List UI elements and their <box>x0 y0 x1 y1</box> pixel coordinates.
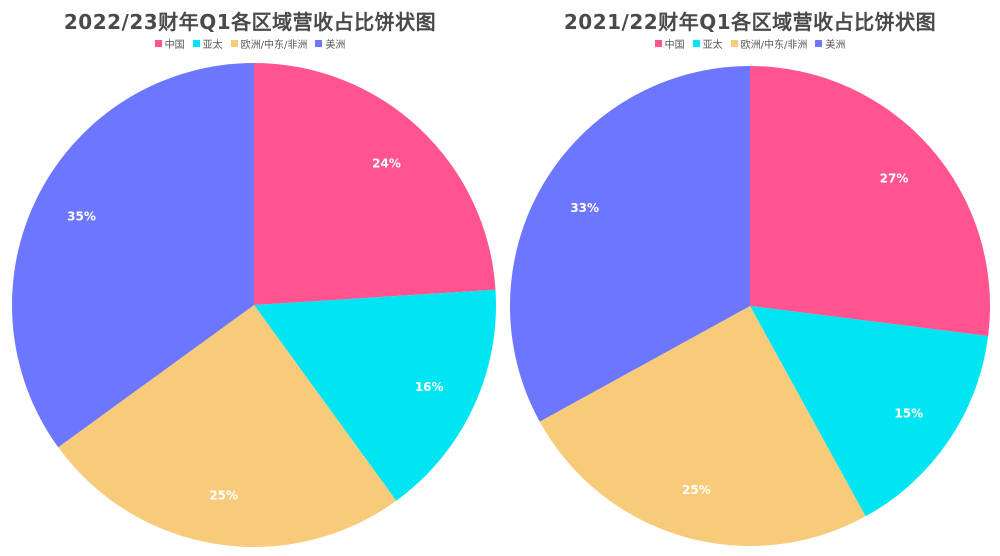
legend-swatch <box>192 40 200 47</box>
chart-title: 2021/22财年Q1各区域营收占比饼状图 <box>563 10 937 34</box>
pie-plot: 24% 16% 25% 35% <box>12 63 496 547</box>
legend-swatch <box>692 40 700 47</box>
legend-swatch <box>654 40 662 47</box>
chart-legend: 中国 亚太 欧洲/中东/非洲 美洲 <box>0 36 500 51</box>
slice-label-apac: 15% <box>894 406 923 420</box>
legend-label: 亚太 <box>702 40 723 51</box>
slice-label-china: 24% <box>372 156 401 170</box>
legend-item-americas[interactable]: 美洲 <box>815 36 845 51</box>
legend-item-americas[interactable]: 美洲 <box>315 36 345 51</box>
legend-item-apac[interactable]: 亚太 <box>192 36 223 51</box>
legend-swatch <box>730 40 738 47</box>
pie-slice-china[interactable] <box>750 66 991 337</box>
pie-slice-apac[interactable] <box>750 306 989 517</box>
pie-slice-americas[interactable] <box>12 63 255 448</box>
legend-swatch <box>815 40 823 47</box>
legend-item-china[interactable]: 中国 <box>654 36 685 51</box>
pie-chart-panel-2022-23: 2022/23财年Q1各区域营收占比饼状图 中国 亚太 欧洲/中东/非洲 美洲 … <box>0 10 500 547</box>
slice-label-emea: 25% <box>209 489 238 503</box>
pie-slice-china[interactable] <box>254 63 496 305</box>
pie-plot: 27% 15% 25% 33% <box>510 66 991 546</box>
slice-label-americas: 35% <box>67 210 96 224</box>
legend-swatch <box>315 40 323 47</box>
legend-swatch <box>230 40 238 47</box>
slice-label-china: 27% <box>880 172 909 186</box>
legend-item-emea[interactable]: 欧洲/中东/非洲 <box>730 36 808 51</box>
slice-label-americas: 33% <box>570 201 599 215</box>
legend-item-apac[interactable]: 亚太 <box>692 36 723 51</box>
pie-chart-panel-2021-22: 2021/22财年Q1各区域营收占比饼状图 中国 亚太 欧洲/中东/非洲 美洲 … <box>500 0 1000 556</box>
legend-label: 美洲 <box>825 40 846 51</box>
legend-label: 美洲 <box>325 40 346 51</box>
pie-slice-emea[interactable] <box>539 306 866 546</box>
pie-slice-emea[interactable] <box>58 305 397 547</box>
legend-item-china[interactable]: 中国 <box>154 36 185 51</box>
chart-legend: 中国 亚太 欧洲/中东/非洲 美洲 <box>500 36 1000 51</box>
slice-label-apac: 16% <box>415 380 444 394</box>
slice-label-emea: 25% <box>682 483 711 497</box>
legend-label: 中国 <box>664 40 685 51</box>
legend-label: 中国 <box>164 40 185 51</box>
pie-slice-apac[interactable] <box>254 289 496 501</box>
legend-swatch <box>154 40 162 47</box>
legend-label: 欧洲/中东/非洲 <box>740 40 808 51</box>
legend-item-emea[interactable]: 欧洲/中东/非洲 <box>230 36 308 51</box>
pie-slice-americas[interactable] <box>510 66 750 422</box>
chart-title: 2022/23财年Q1各区域营收占比饼状图 <box>63 10 437 34</box>
legend-label: 亚太 <box>202 40 223 51</box>
legend-label: 欧洲/中东/非洲 <box>240 40 308 51</box>
